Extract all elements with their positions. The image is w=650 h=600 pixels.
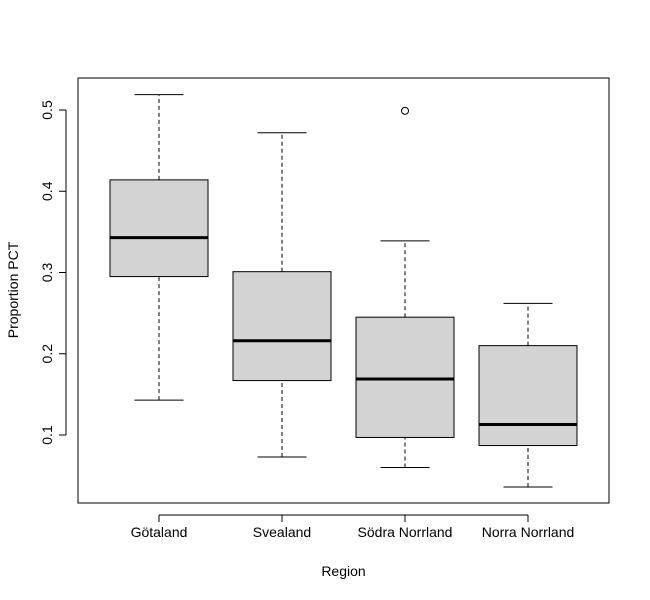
y-tick-label: 0.5 bbox=[39, 100, 55, 120]
x-tick-label: Götaland bbox=[131, 524, 188, 540]
box-group-2 bbox=[232, 132, 332, 458]
x-axis-label: Region bbox=[321, 563, 365, 579]
x-tick-label: Södra Norrland bbox=[358, 524, 453, 540]
box-group-4 bbox=[478, 302, 578, 488]
box bbox=[232, 271, 332, 382]
plot-frame bbox=[77, 77, 610, 504]
boxes-layer bbox=[109, 94, 578, 488]
box bbox=[478, 345, 578, 447]
box-group-3 bbox=[355, 106, 455, 468]
box bbox=[109, 179, 209, 278]
box-group-1 bbox=[109, 94, 209, 401]
y-axis-label: Proportion PCT bbox=[5, 241, 21, 338]
y-tick-label: 0.1 bbox=[39, 425, 55, 445]
outlier-point bbox=[401, 106, 409, 115]
y-tick-label: 0.2 bbox=[39, 344, 55, 364]
x-axis: Götaland Svealand Södra Norrland Norra Norr… bbox=[131, 514, 575, 540]
x-tick-label: Norra Norrland bbox=[482, 524, 575, 540]
x-tick-label: Svealand bbox=[253, 524, 311, 540]
y-axis: 0.1 0.2 0.3 0.4 0.5 bbox=[39, 100, 67, 445]
box bbox=[355, 316, 455, 438]
y-tick-label: 0.4 bbox=[39, 181, 55, 201]
y-tick-label: 0.3 bbox=[39, 263, 55, 283]
